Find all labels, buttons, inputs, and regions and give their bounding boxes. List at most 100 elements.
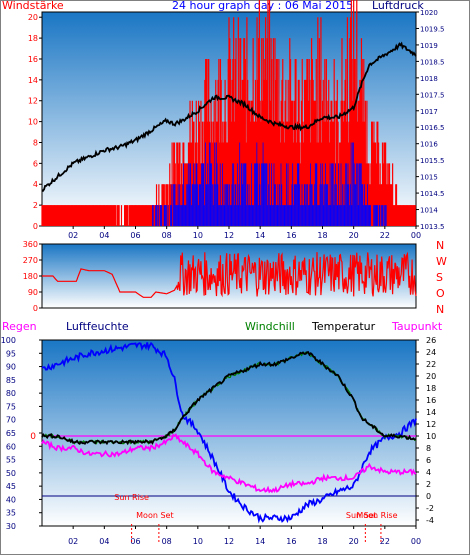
y-right-tick-label: 1018	[420, 75, 438, 83]
x-tick-label: 14	[255, 537, 265, 546]
humidity-tick-label: 85	[6, 376, 16, 385]
x-tick-label: 12	[224, 537, 234, 546]
legend-regen: Regen	[2, 320, 37, 333]
direction-tick-label: 180	[23, 272, 38, 281]
x-tick-label: 08	[162, 231, 172, 240]
temp-tick-label: 14	[426, 408, 436, 417]
x-tick-label: 16	[286, 231, 296, 240]
x-tick-label: 16	[286, 537, 296, 546]
direction-tick-label: 360	[23, 240, 38, 249]
humidity-tick-label: 50	[6, 469, 16, 478]
humidity-tick-label: 30	[6, 522, 16, 531]
x-tick-label: 00	[411, 537, 421, 546]
pressure-label: Luftdruck	[372, 0, 424, 12]
temp-tick-label: 10	[426, 432, 436, 441]
y-right-tick-label: 1015.5	[420, 157, 445, 165]
annotation-label: Sun Rise	[114, 493, 149, 502]
temp-tick-label: 12	[426, 420, 436, 429]
humidity-tick-label: 70	[6, 416, 16, 425]
humidity-tick-label: 80	[6, 389, 16, 398]
temp-tick-label: -4	[426, 516, 434, 525]
y-right-tick-label: 1014	[420, 207, 438, 215]
x-tick-label: 02	[68, 231, 78, 240]
y-left-tick-label: 16	[28, 55, 38, 64]
compass-label: N	[436, 239, 444, 252]
pressure-line	[41, 41, 417, 193]
wind-direction-line	[42, 251, 417, 298]
y-left-tick-label: 12	[28, 97, 38, 106]
x-tick-label: 04	[99, 537, 109, 546]
compass-label: O	[436, 287, 445, 300]
y-left-tick-label: 8	[33, 138, 38, 147]
direction-tick-label: 0	[33, 304, 38, 313]
temp-tick-label: 26	[426, 336, 436, 345]
x-tick-label: 00	[411, 231, 421, 240]
y-left-tick-label: 2	[33, 201, 38, 210]
y-left-tick-label: 4	[33, 180, 38, 189]
y-right-tick-label: 1020	[420, 9, 438, 17]
y-right-tick-label: 1019	[420, 42, 438, 50]
humidity-tick-label: 35	[6, 509, 16, 518]
x-tick-label: 20	[349, 231, 359, 240]
y-right-tick-label: 1019.5	[420, 25, 445, 33]
y-left-tick-label: 10	[28, 118, 38, 127]
annotation-label: Sun Set	[346, 511, 377, 520]
compass-label: S	[436, 271, 443, 284]
temp-tick-label: 6	[426, 456, 431, 465]
humidity-line	[41, 341, 417, 524]
x-tick-label: 06	[130, 231, 140, 240]
x-tick-label: 10	[193, 537, 203, 546]
x-tick-label: 22	[380, 231, 390, 240]
compass-label: N	[436, 303, 444, 316]
temp-humidity-plot-area	[41, 339, 417, 527]
compass-label: W	[436, 255, 447, 268]
wind-strength-label: Windstärke	[2, 0, 64, 12]
humidity-tick-label: 95	[6, 349, 16, 358]
y-right-tick-label: 1016	[420, 141, 438, 149]
humidity-tick-label: 75	[6, 402, 16, 411]
annotation-label: Moon Rise	[356, 511, 397, 520]
temp-tick-label: 2	[426, 480, 431, 489]
temperature-line	[41, 351, 417, 446]
y-left-tick-label: 20	[28, 13, 38, 22]
temp-tick-label: 8	[426, 444, 431, 453]
y-right-tick-label: 1015	[420, 174, 438, 182]
x-tick-label: 02	[68, 537, 78, 546]
y-right-tick-label: 1014.5	[420, 190, 445, 198]
x-tick-label: 04	[99, 231, 109, 240]
temp-tick-label: 18	[426, 384, 436, 393]
y-right-tick-label: 1013.5	[420, 223, 445, 231]
legend-temperatur: Temperatur	[311, 320, 376, 333]
legend-taupunkt: Taupunkt	[391, 320, 443, 333]
humidity-tick-label: 65	[6, 429, 16, 438]
legend-windchill: Windchill	[245, 320, 295, 333]
temp-tick-label: 24	[426, 348, 436, 357]
humidity-tick-label: 45	[6, 482, 16, 491]
humidity-tick-label: 90	[6, 363, 16, 372]
x-tick-label: 10	[193, 231, 203, 240]
chart-title: 24 hour graph day : 06 Mai 2015	[172, 0, 353, 12]
rain-zero-label: 0	[30, 432, 36, 442]
x-tick-label: 14	[255, 231, 265, 240]
x-tick-label: 22	[380, 537, 390, 546]
x-tick-label: 18	[317, 231, 327, 240]
temp-tick-label: 4	[426, 468, 431, 477]
humidity-tick-label: 100	[1, 336, 16, 345]
humidity-tick-label: 40	[6, 495, 16, 504]
x-tick-label: 08	[162, 537, 172, 546]
x-tick-label: 20	[349, 537, 359, 546]
legend-luftfeuchte: Luftfeuchte	[66, 320, 129, 333]
y-left-tick-label: 6	[33, 159, 38, 168]
annotation-label: Moon Set	[136, 511, 173, 520]
x-tick-label: 06	[130, 537, 140, 546]
y-right-tick-label: 1017.5	[420, 91, 445, 99]
y-left-tick-label: 14	[28, 76, 38, 85]
y-left-tick-label: 0	[33, 222, 38, 231]
temp-tick-label: -2	[426, 504, 434, 513]
y-right-tick-label: 1017	[420, 108, 438, 116]
temp-tick-label: 22	[426, 360, 436, 369]
temp-tick-label: 16	[426, 396, 436, 405]
y-right-tick-label: 1018.5	[420, 58, 445, 66]
